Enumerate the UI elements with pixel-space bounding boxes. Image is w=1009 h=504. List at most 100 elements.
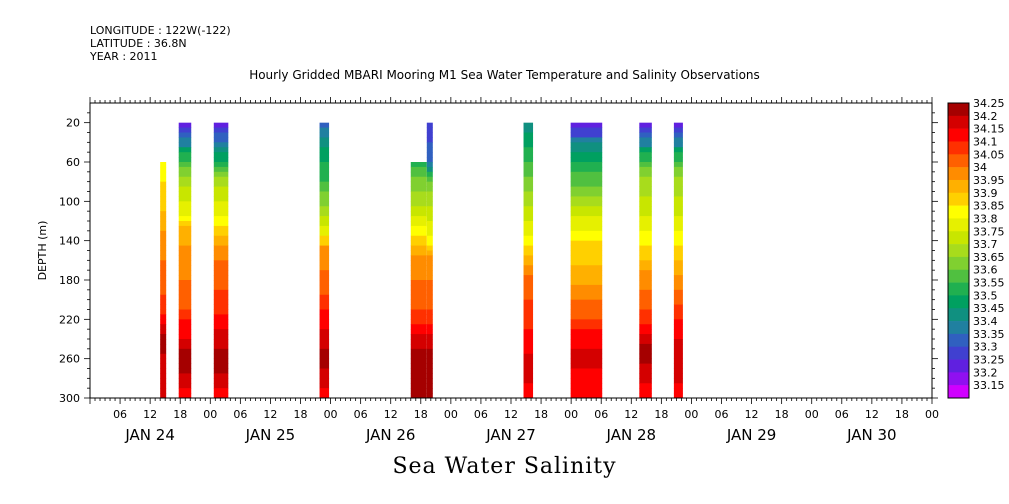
salinity-cell: [570, 196, 603, 202]
salinity-cell: [523, 339, 534, 345]
salinity-cell: [160, 275, 167, 281]
y-tick-label: 60: [66, 156, 80, 169]
salinity-cell: [673, 196, 683, 202]
salinity-cell: [426, 299, 433, 305]
salinity-cell: [523, 314, 534, 320]
salinity-cell: [639, 294, 652, 301]
salinity-cell: [160, 388, 167, 394]
colorbar-swatch: [948, 385, 969, 399]
salinity-cell: [523, 181, 534, 187]
salinity-cell: [213, 147, 229, 153]
salinity-cell: [213, 142, 229, 148]
salinity-cell: [639, 319, 652, 325]
salinity-cell: [160, 235, 167, 242]
colorbar-label: 33.55: [973, 277, 1005, 290]
salinity-cell: [178, 284, 192, 291]
salinity-cell: [213, 122, 229, 128]
salinity-cell: [639, 166, 652, 173]
salinity-cell: [523, 176, 534, 183]
salinity-cell: [570, 373, 603, 379]
salinity-cell: [426, 314, 433, 320]
colorbar-swatch: [948, 269, 969, 283]
salinity-cell: [178, 368, 192, 374]
salinity-cell: [673, 299, 683, 305]
salinity-cell: [178, 265, 192, 271]
salinity-cell: [178, 191, 192, 197]
colorbar-swatch: [948, 359, 969, 373]
salinity-cell: [523, 334, 534, 340]
salinity-cell: [523, 250, 534, 256]
salinity-cell: [213, 166, 229, 173]
salinity-cell: [570, 152, 603, 158]
salinity-cell: [570, 299, 603, 305]
salinity-cell: [319, 388, 330, 394]
colorbar-swatch: [948, 141, 969, 155]
salinity-cell: [160, 378, 167, 384]
x-tick-label: 18: [173, 408, 187, 421]
salinity-cell: [160, 299, 167, 305]
salinity-cell: [213, 186, 229, 192]
salinity-cell: [319, 353, 330, 360]
salinity-cell: [160, 363, 167, 369]
salinity-cell: [673, 348, 683, 355]
salinity-cell: [426, 157, 433, 163]
y-tick-label: 180: [59, 274, 80, 287]
latitude-label: LATITUDE : 36.8N: [90, 37, 187, 50]
salinity-cell: [673, 152, 683, 158]
salinity-cell: [319, 260, 330, 266]
salinity-cell: [570, 329, 603, 335]
colorbar-label: 33.5: [973, 289, 998, 302]
colorbar-label: 34: [973, 161, 987, 174]
salinity-cell: [160, 294, 167, 301]
salinity-cell: [410, 255, 427, 261]
salinity-cell: [319, 132, 330, 138]
salinity-cell: [673, 157, 683, 163]
salinity-cell: [673, 211, 683, 217]
salinity-cell: [673, 275, 683, 281]
salinity-cell: [426, 171, 433, 178]
salinity-cell: [673, 270, 683, 276]
salinity-cell: [213, 221, 229, 227]
salinity-cell: [639, 334, 652, 340]
colorbar-swatch: [948, 231, 969, 245]
colorbar-swatch: [948, 128, 969, 142]
salinity-cell: [178, 353, 192, 360]
salinity-cell: [523, 329, 534, 335]
salinity-cell: [523, 280, 534, 286]
salinity-cell: [523, 147, 534, 153]
colorbar-label: 33.65: [973, 251, 1005, 264]
salinity-cell: [523, 142, 534, 148]
salinity-cell: [639, 255, 652, 261]
salinity-cell: [160, 393, 167, 399]
salinity-cell: [523, 152, 534, 158]
salinity-cell: [178, 334, 192, 340]
salinity-cell: [410, 324, 427, 330]
salinity-cell: [523, 132, 534, 138]
salinity-cell: [673, 191, 683, 197]
salinity-cell: [523, 289, 534, 296]
salinity-cell: [426, 142, 433, 148]
salinity-cell: [410, 309, 427, 315]
salinity-cell: [426, 245, 433, 251]
x-tick-label: 00: [805, 408, 819, 421]
colorbar-swatch: [948, 282, 969, 296]
salinity-cell: [410, 329, 427, 335]
salinity-cell: [673, 225, 683, 232]
salinity-cell: [426, 166, 433, 173]
colorbar-swatch: [948, 205, 969, 219]
salinity-cell: [160, 162, 167, 168]
salinity-cell: [426, 162, 433, 168]
salinity-cell: [160, 196, 167, 202]
salinity-cell: [426, 191, 433, 197]
salinity-cell: [213, 363, 229, 369]
x-tick-label: 06: [715, 408, 729, 421]
salinity-cell: [570, 378, 603, 384]
salinity-cell: [639, 343, 652, 350]
salinity-cell: [570, 171, 603, 178]
salinity-cell: [160, 221, 167, 227]
salinity-cell: [319, 270, 330, 276]
salinity-cell: [410, 363, 427, 369]
salinity-cell: [673, 132, 683, 138]
salinity-cell: [570, 383, 603, 389]
salinity-cell: [160, 339, 167, 345]
